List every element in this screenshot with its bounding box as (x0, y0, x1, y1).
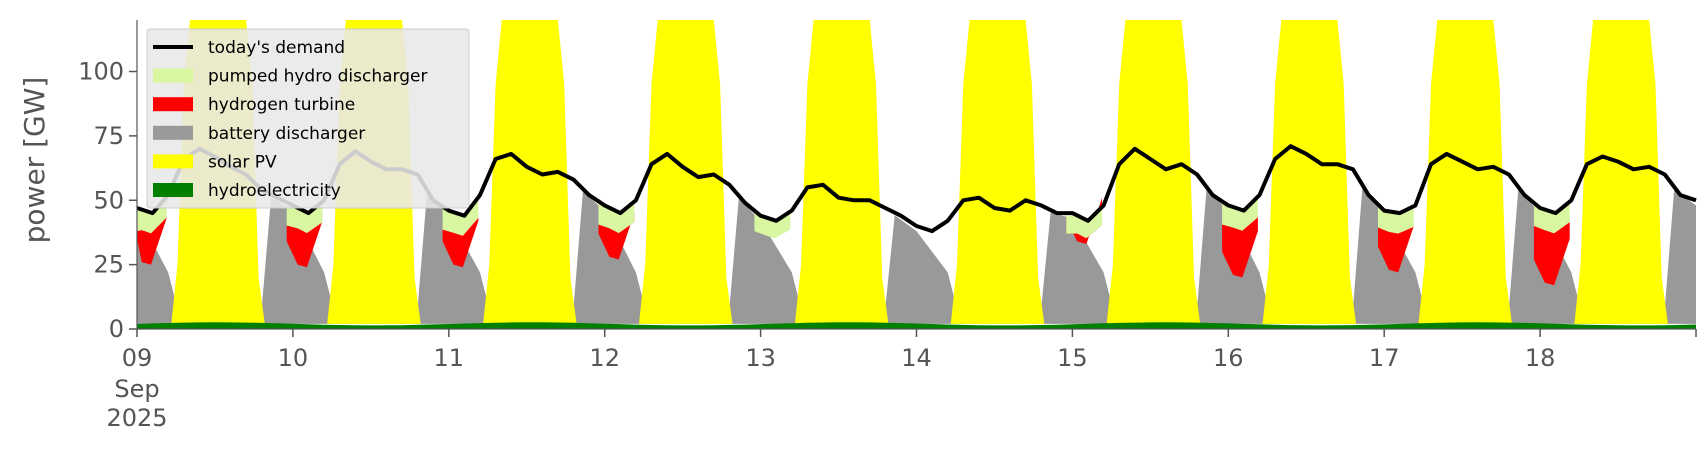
legend-label: battery discharger (208, 124, 365, 144)
legend-label: hydrogen turbine (208, 95, 355, 115)
hydrogen-turbine-area (598, 213, 635, 260)
legend: today's demand pumped hydro discharger hyd… (146, 28, 470, 209)
hydrogen-turbine-area (1222, 217, 1258, 278)
x-tick-label: 12 (589, 344, 620, 372)
x-tick-label: 13 (745, 344, 776, 372)
solar-pv-area (1574, 20, 1668, 324)
hydroelectricity-area (137, 322, 1696, 329)
solar-pv-area (950, 20, 1045, 324)
battery-discharger-area (137, 187, 1696, 324)
solar-pv-area (1262, 20, 1357, 324)
solar-pv-area (1418, 20, 1512, 324)
y-tick-label: 0 (109, 315, 124, 343)
x-tick-label: 11 (434, 344, 465, 372)
legend-swatch (153, 68, 193, 83)
x-tick-label: 16 (1213, 344, 1244, 372)
legend-label: today's demand (208, 38, 345, 58)
legend-swatch (153, 154, 193, 169)
y-tick-label: 75 (93, 122, 124, 150)
legend-label: hydroelectricity (208, 181, 341, 201)
y-tick-label: 25 (93, 251, 124, 279)
x-tick-label: 15 (1057, 344, 1088, 372)
x-tick-label: 17 (1369, 344, 1400, 372)
hydrogen-turbine-area (137, 217, 167, 265)
y-tick-label: 100 (78, 58, 124, 86)
x-tick-month-label: Sep (114, 375, 159, 403)
legend-swatch (153, 183, 193, 197)
y-axis-title: power [GW] (18, 77, 51, 244)
hydrogen-turbine-area (286, 220, 323, 268)
hydrogen-turbine-area (1533, 222, 1570, 286)
y-tick-label: 50 (93, 186, 124, 214)
y-axis: power [GW] 0 25 50 75 100 (18, 20, 138, 343)
hydrogen-turbine-area (442, 217, 479, 268)
legend-swatch (153, 125, 193, 140)
x-tick-year-label: 2025 (106, 404, 167, 432)
legend-box (146, 28, 470, 209)
solar-pv-area (1106, 20, 1201, 324)
legend-label: solar PV (208, 152, 277, 172)
solar-pv-area (639, 20, 733, 324)
solar-pv-area (794, 20, 889, 324)
hydrogen-turbine-area (1378, 226, 1414, 273)
x-tick-label: 14 (901, 344, 932, 372)
legend-swatch (153, 97, 193, 112)
x-tick-label: 18 (1525, 344, 1556, 372)
x-tick-label: 10 (278, 344, 309, 372)
solar-pv-area (483, 20, 577, 324)
legend-label: pumped hydro discharger (208, 67, 427, 87)
x-tick-label: 09 (122, 344, 153, 372)
